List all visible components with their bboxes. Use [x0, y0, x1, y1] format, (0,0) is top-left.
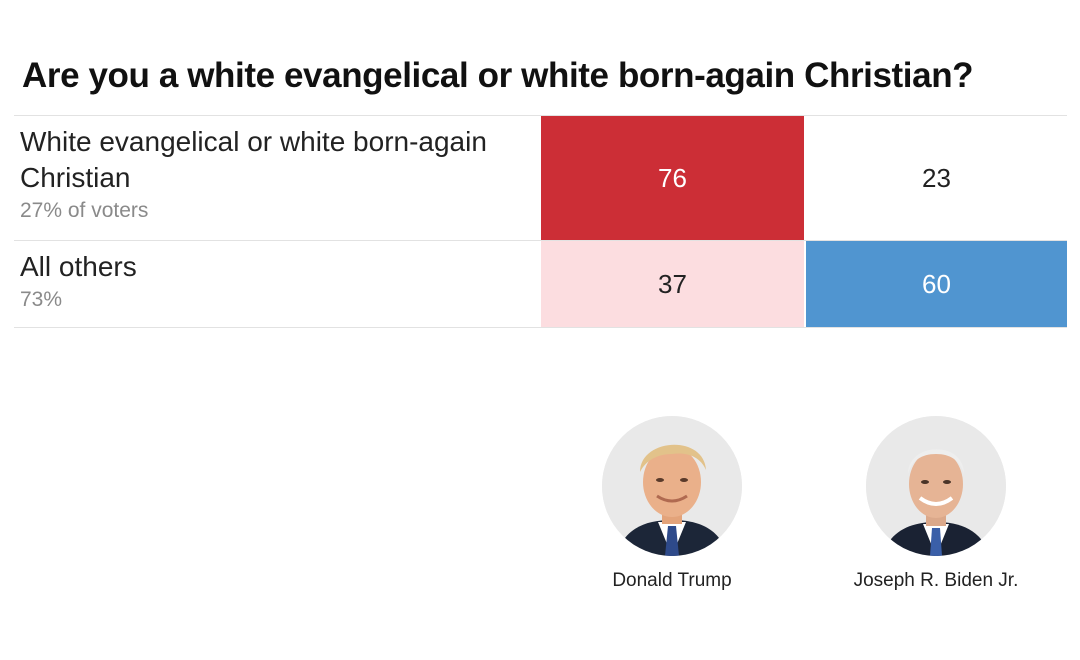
- donald-trump-portrait-icon: [602, 416, 742, 556]
- group-label: White evangelical or white born-again Ch…: [20, 126, 487, 193]
- row-label-cell: White evangelical or white born-again Ch…: [20, 124, 530, 224]
- trump-value-cell: 76: [541, 116, 804, 240]
- candidate-biden: Joseph R. Biden Jr.: [826, 416, 1046, 592]
- group-label: All others: [20, 251, 137, 282]
- trump-value-cell: 37: [541, 241, 804, 327]
- table-row: All others 73% 37 60: [14, 241, 1067, 328]
- candidate-name: Joseph R. Biden Jr.: [853, 570, 1019, 591]
- chart-title: Are you a white evangelical or white bor…: [22, 56, 974, 95]
- results-table: White evangelical or white born-again Ch…: [14, 115, 1067, 329]
- group-share: 73%: [20, 288, 63, 311]
- trump-value: 37: [658, 268, 687, 299]
- row-label-cell: All others 73%: [20, 249, 530, 313]
- candidate-name: Donald Trump: [612, 570, 732, 591]
- group-share: 27% of voters: [20, 199, 149, 222]
- trump-value: 76: [658, 162, 687, 193]
- biden-value-cell: 23: [806, 116, 1067, 240]
- biden-value: 60: [922, 268, 951, 299]
- biden-value-cell: 60: [806, 241, 1067, 327]
- table-row: White evangelical or white born-again Ch…: [14, 116, 1067, 241]
- biden-value: 23: [922, 162, 951, 193]
- candidate-trump: Donald Trump: [562, 416, 782, 592]
- joseph-biden-portrait-icon: [866, 416, 1006, 556]
